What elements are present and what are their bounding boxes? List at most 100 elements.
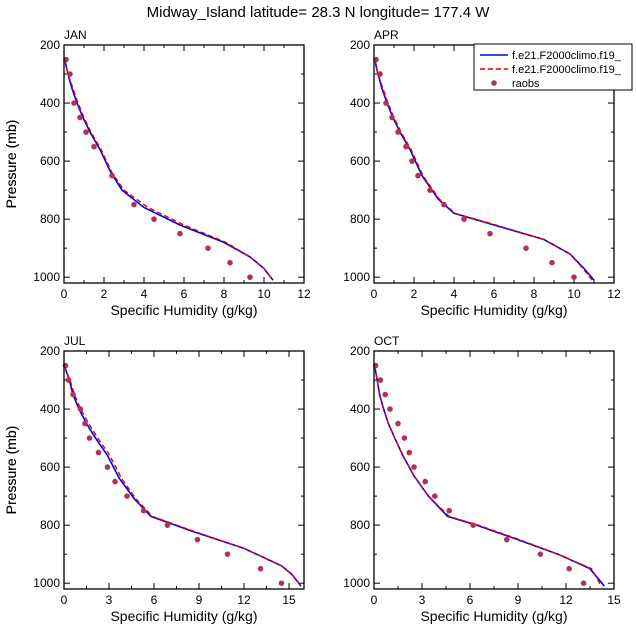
raobs-point bbox=[406, 449, 413, 456]
series-line-dashed bbox=[64, 365, 302, 587]
x-tick-label: 0 bbox=[61, 593, 68, 607]
plot-frame bbox=[373, 350, 615, 590]
raobs-point bbox=[523, 245, 529, 251]
x-tick-label: 8 bbox=[221, 287, 228, 301]
legend-label: raobs bbox=[512, 78, 540, 90]
y-tick-label: 1000 bbox=[33, 270, 60, 284]
y-tick-label: 800 bbox=[40, 212, 60, 226]
raobs-point bbox=[427, 187, 433, 193]
x-tick-label: 12 bbox=[607, 287, 621, 301]
legend-swatch-point bbox=[491, 80, 497, 86]
y-tick-label: 400 bbox=[40, 402, 60, 416]
raobs-point bbox=[387, 406, 393, 412]
y-tick-label: 1000 bbox=[343, 270, 370, 284]
x-tick-label: 0 bbox=[61, 287, 68, 301]
raobs-point bbox=[580, 580, 587, 586]
y-tick-label: 600 bbox=[350, 154, 370, 168]
series-line-solid bbox=[64, 365, 302, 587]
series-line-dashed bbox=[374, 59, 593, 281]
x-tick-label: 15 bbox=[282, 593, 296, 607]
y-axis-label: Pressure (mb) bbox=[3, 426, 19, 515]
x-tick-label: 6 bbox=[467, 593, 474, 607]
raobs-point bbox=[383, 100, 389, 106]
x-tick-label: 4 bbox=[141, 287, 148, 301]
raobs-point bbox=[377, 71, 383, 77]
legend: f.e21.F2000climo.f19_ f.e21.F2000climo.f1… bbox=[473, 43, 633, 91]
raobs-point bbox=[537, 551, 544, 557]
x-tick-label: 8 bbox=[531, 287, 538, 301]
raobs-point bbox=[487, 230, 493, 237]
raobs-point bbox=[131, 201, 137, 208]
raobs-point bbox=[194, 536, 201, 543]
raobs-point bbox=[67, 71, 73, 77]
raobs-point bbox=[71, 100, 77, 106]
raobs-point bbox=[432, 493, 438, 499]
plot-frame bbox=[63, 350, 305, 590]
raobs-point bbox=[83, 129, 89, 135]
y-tick-label: 600 bbox=[350, 460, 370, 474]
legend-label: f.e21.F2000climo.f19_ bbox=[512, 50, 622, 62]
y-tick-label: 400 bbox=[350, 96, 370, 110]
x-tick-label: 9 bbox=[515, 593, 522, 607]
raobs-point bbox=[227, 259, 233, 266]
panel-label: APR bbox=[374, 28, 399, 42]
raobs-point bbox=[377, 377, 384, 383]
raobs-point bbox=[403, 143, 409, 150]
x-tick-label: 10 bbox=[257, 287, 271, 301]
x-axis-label: Specific Humidity (g/kg) bbox=[420, 608, 567, 624]
x-tick-label: 6 bbox=[491, 287, 498, 301]
x-tick-label: 2 bbox=[101, 287, 108, 301]
x-tick-label: 10 bbox=[567, 287, 581, 301]
y-tick-label: 1000 bbox=[33, 576, 60, 590]
raobs-point bbox=[566, 565, 572, 572]
x-tick-label: 3 bbox=[106, 593, 113, 607]
raobs-point bbox=[257, 565, 264, 572]
x-tick-label: 12 bbox=[297, 287, 311, 301]
raobs-point bbox=[224, 551, 231, 557]
x-tick-label: 6 bbox=[181, 287, 188, 301]
raobs-point bbox=[177, 230, 183, 237]
x-tick-label: 0 bbox=[371, 287, 378, 301]
series-line-dashed bbox=[374, 365, 602, 587]
raobs-point bbox=[382, 391, 389, 398]
legend-box bbox=[473, 43, 633, 91]
panel-label: JAN bbox=[64, 28, 87, 42]
raobs-point bbox=[112, 478, 118, 485]
raobs-point bbox=[389, 114, 395, 121]
raobs-point bbox=[70, 391, 76, 398]
raobs-point bbox=[415, 172, 421, 179]
raobs-point bbox=[151, 216, 157, 222]
legend-label: f.e21.F2000climo.f19_ bbox=[512, 64, 622, 76]
raobs-point bbox=[422, 478, 429, 485]
y-axis-label: Pressure (mb) bbox=[3, 426, 19, 515]
y-tick-label: 200 bbox=[40, 38, 60, 52]
y-tick-label: 800 bbox=[350, 212, 370, 226]
raobs-point bbox=[164, 522, 171, 528]
raobs-point bbox=[549, 259, 555, 266]
x-tick-label: 15 bbox=[607, 593, 621, 607]
x-tick-label: 0 bbox=[371, 593, 378, 607]
raobs-point bbox=[86, 435, 93, 441]
raobs-point bbox=[140, 507, 147, 514]
x-tick-label: 12 bbox=[559, 593, 573, 607]
raobs-point bbox=[278, 580, 285, 586]
raobs-point bbox=[95, 449, 102, 456]
raobs-point bbox=[409, 158, 415, 164]
series-line-solid bbox=[374, 59, 595, 281]
raobs-point bbox=[395, 420, 401, 427]
y-axis-label: Pressure (mb) bbox=[3, 120, 19, 209]
raobs-point bbox=[205, 245, 211, 251]
raobs-point bbox=[65, 377, 72, 383]
y-tick-label: 400 bbox=[40, 96, 60, 110]
x-axis-label: Specific Humidity (g/kg) bbox=[110, 608, 257, 624]
figure-title: Midway_Island latitude= 28.3 N longitude… bbox=[147, 4, 491, 21]
raobs-point bbox=[77, 114, 83, 121]
y-tick-label: 800 bbox=[40, 518, 60, 532]
raobs-point bbox=[247, 274, 253, 280]
y-tick-label: 1000 bbox=[343, 576, 370, 590]
y-axis-label: Pressure (mb) bbox=[3, 120, 19, 209]
